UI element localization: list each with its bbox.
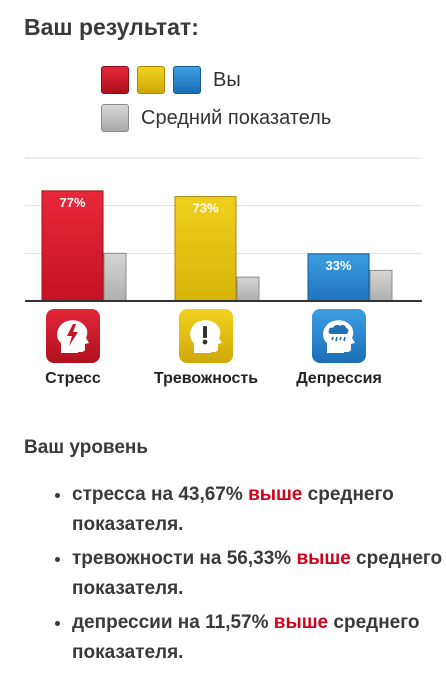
level-item-anxiety-emphasis: выше xyxy=(296,548,351,569)
level-title: Ваш уровень xyxy=(24,437,149,458)
level-item-anxiety-suffix: среднего показателя. xyxy=(72,548,443,599)
legend-swatch-anxiety xyxy=(137,66,165,94)
level-item-anxiety: тревожности на 56,33% выше среднего пока… xyxy=(72,544,446,604)
level-item-depression-emphasis: выше xyxy=(273,612,329,633)
legend-average: Средний показатель xyxy=(101,104,331,132)
depression-head-icon xyxy=(312,309,366,363)
data-label-anxiety: 73% xyxy=(192,201,218,216)
level-item-depression-text: депрессии на 11,57% xyxy=(72,612,269,633)
bar-you-depression xyxy=(307,253,370,302)
bar-you-anxiety xyxy=(174,196,237,302)
level-item-stress-text: стресса на 43,67% xyxy=(72,484,243,505)
category-label-stress: Стресс xyxy=(45,370,101,387)
legend-you-label: Вы xyxy=(213,68,241,91)
result-title: Ваш результат: xyxy=(24,14,199,40)
level-item-stress: стресса на 43,67% выше среднего показате… xyxy=(72,480,446,540)
level-item-depression-suffix: среднего показателя. xyxy=(72,612,420,663)
level-item-depression: депрессии на 11,57% выше среднего показа… xyxy=(72,608,446,668)
legend-swatch-stress xyxy=(101,66,129,94)
data-label-depression: 33% xyxy=(325,258,351,273)
level-item-stress-emphasis: выше xyxy=(248,484,303,505)
legend-swatch-depression xyxy=(173,66,201,94)
stress-head-icon xyxy=(46,309,100,363)
bar-average-anxiety xyxy=(236,276,260,302)
bar-average-depression xyxy=(369,269,393,302)
anxiety-head-icon xyxy=(179,309,233,363)
legend-swatch-average xyxy=(101,104,129,132)
level-item-anxiety-text: тревожности на 56,33% xyxy=(72,548,292,569)
level-list: стресса на 43,67% выше среднего показате… xyxy=(44,480,446,672)
level-item-stress-suffix: среднего показателя. xyxy=(72,484,394,535)
bar-you-stress xyxy=(41,190,104,302)
bar-average-stress xyxy=(103,252,127,302)
results-bar-chart: 77% 73% 33% xyxy=(25,157,422,302)
data-label-stress: 77% xyxy=(59,195,85,210)
category-label-anxiety: Тревожность xyxy=(153,370,259,387)
legend-average-label: Средний показатель xyxy=(141,106,332,129)
legend-you: Вы xyxy=(101,66,241,94)
category-label-depression: Депрессия xyxy=(296,370,382,387)
